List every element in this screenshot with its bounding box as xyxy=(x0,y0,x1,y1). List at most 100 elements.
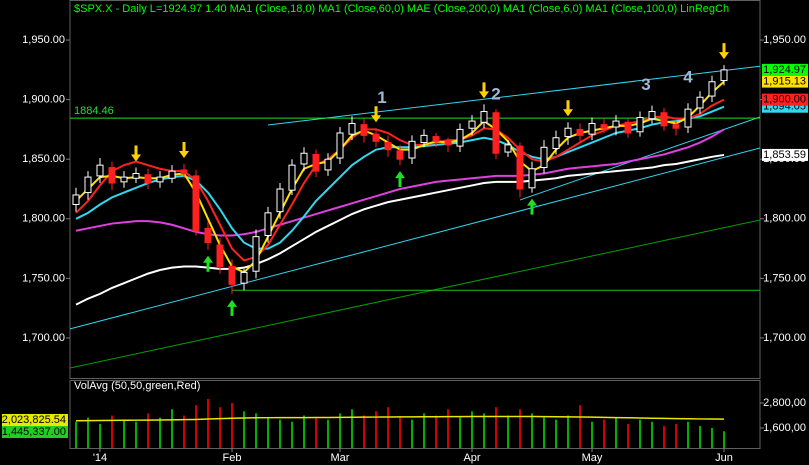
wave-label: 3 xyxy=(641,75,650,94)
axes: 1,700.00 1,700.00 1,750.00 1,750.00 1,800.00… xyxy=(2,34,808,464)
series-last-value: 1,900.00 xyxy=(763,94,806,106)
y-tick-label: 1,900.00 xyxy=(22,94,65,106)
candle-body xyxy=(348,122,356,135)
candle-body xyxy=(624,121,632,134)
candle-body xyxy=(276,188,284,213)
y-tick-label: 1,850.00 xyxy=(22,153,65,165)
sell-arrow xyxy=(179,141,189,158)
candle-body xyxy=(708,81,716,97)
price-panel-frame xyxy=(69,0,761,379)
series-last-value: 1,853.59 xyxy=(763,149,806,161)
volume-bar xyxy=(543,417,545,448)
volume-bar xyxy=(723,431,725,448)
volume-bar xyxy=(135,421,137,448)
volume-average-line xyxy=(75,415,725,422)
candle-body xyxy=(360,124,368,136)
candle-body xyxy=(684,108,692,128)
x-tick-label: May xyxy=(582,452,603,464)
sell-arrow xyxy=(131,145,141,162)
candle-body xyxy=(648,111,656,120)
volume-bar xyxy=(111,415,113,448)
volume-bar xyxy=(159,417,161,448)
trend-line xyxy=(267,65,760,126)
candle-body xyxy=(72,194,80,205)
y-tick-label: 1,950.00 xyxy=(22,34,65,46)
candle-body xyxy=(396,150,404,160)
volume-bar xyxy=(603,419,605,448)
candle-body xyxy=(168,170,176,179)
volume-bar xyxy=(171,409,173,448)
candle-body xyxy=(300,152,308,165)
volume-bar xyxy=(639,419,641,448)
volume-bar xyxy=(339,413,341,448)
volume-bar xyxy=(375,411,377,448)
candle-body xyxy=(312,153,320,172)
x-tick-label: Feb xyxy=(223,452,242,464)
volume-bar xyxy=(615,417,617,448)
candle-body xyxy=(96,164,104,177)
volume-bar xyxy=(663,425,665,448)
volume-bar xyxy=(531,413,533,448)
trend-line xyxy=(70,147,760,330)
volume-bar xyxy=(279,419,281,448)
candle-body xyxy=(180,169,188,175)
y-tick-label: 1,800.00 xyxy=(763,213,806,225)
volume-bar xyxy=(447,409,449,448)
x-tick-label: Apr xyxy=(463,452,480,464)
volume-title: VolAvg (50,50,green,Red) xyxy=(74,380,200,392)
volume-bar xyxy=(675,423,677,448)
sell-arrow xyxy=(479,82,489,99)
last-price: 1,924.97 xyxy=(763,64,806,76)
y-tick-label: 1,800.00 xyxy=(22,213,65,225)
candle-body xyxy=(408,140,416,159)
volume-last-value: 2,023,825.54 xyxy=(2,414,66,426)
volume-last-value-box xyxy=(2,426,68,438)
candle-body xyxy=(540,146,548,169)
candle-body xyxy=(552,137,560,149)
candle-body xyxy=(456,128,464,147)
trend-line xyxy=(70,219,760,369)
candle-body xyxy=(120,176,128,183)
candle-body xyxy=(420,134,428,144)
volume-bar xyxy=(495,407,497,448)
buy-arrow xyxy=(527,198,537,215)
volume-bar xyxy=(567,415,569,448)
price-plot: 1884.46 1 2 3 4 xyxy=(70,43,760,369)
candle-body xyxy=(144,174,152,184)
candle-body xyxy=(612,120,620,128)
candle-body xyxy=(636,116,644,133)
volume-plot xyxy=(75,398,725,448)
candle-body xyxy=(216,244,224,267)
candle-body xyxy=(108,167,116,184)
candle-body xyxy=(204,227,212,244)
volume-bar xyxy=(363,415,365,448)
candle-body xyxy=(264,212,272,236)
series-last-value: 1,915.13 xyxy=(763,76,806,88)
candle-body xyxy=(564,127,572,138)
buy-arrow xyxy=(203,255,213,272)
candle-body xyxy=(576,128,584,136)
y-tick-label: 1,750.00 xyxy=(763,272,806,284)
x-tick-label: Jun xyxy=(715,452,733,464)
candle-body xyxy=(492,112,500,154)
candle-body xyxy=(588,122,596,135)
candle-body xyxy=(432,136,440,142)
sell-arrow xyxy=(371,106,381,123)
candle-body xyxy=(480,111,488,123)
volume-bar xyxy=(87,417,89,448)
wave-label: 1 xyxy=(377,88,386,107)
volume-bar xyxy=(423,413,425,448)
candle-body xyxy=(384,142,392,151)
last-price-box xyxy=(762,63,808,76)
wave-label: 4 xyxy=(683,68,693,87)
candle-body xyxy=(240,271,248,284)
candle-body xyxy=(132,173,140,179)
volume-bar xyxy=(687,421,689,448)
volume-last-value-box xyxy=(2,414,68,426)
volume-bar xyxy=(75,421,77,448)
buy-arrow xyxy=(227,299,237,316)
volume-bar xyxy=(291,421,293,448)
volume-bar xyxy=(627,423,629,448)
volume-last-value: 1,445,337.00 xyxy=(2,426,66,438)
